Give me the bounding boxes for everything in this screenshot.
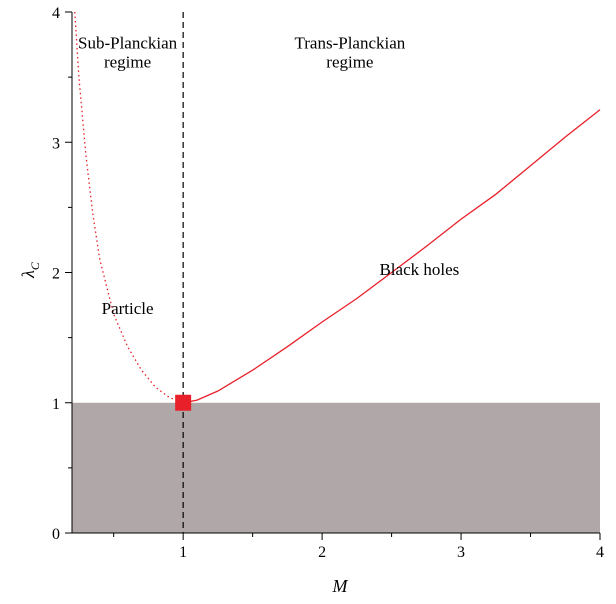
annotation-black-holes: Black holes: [379, 260, 459, 279]
svg-text:λC: λC: [18, 261, 42, 279]
x-tick-label: 1: [179, 544, 187, 561]
axes: 1 2 3 4 0 1 2 3 4: [52, 5, 604, 561]
annotation-particle: Particle: [102, 299, 154, 318]
y-tick-label: 0: [52, 526, 60, 543]
y-axis-label: λC: [18, 261, 42, 279]
series-line-1: [74, 11, 184, 404]
y-tick-label: 1: [52, 396, 60, 413]
x-tick-label: 3: [457, 544, 465, 561]
shaded-region: [72, 402, 600, 533]
marker-point: [175, 394, 192, 411]
y-axis-label-main: λ: [18, 270, 38, 279]
annotations: Sub-Planckian regime Trans-Planckian regime…: [78, 33, 459, 318]
x-tick-label: 4: [596, 544, 604, 561]
annotation-trans-planckian: Trans-Planckian regime: [294, 33, 405, 71]
y-tick-label: 4: [52, 5, 60, 22]
y-tick-label: 2: [52, 266, 60, 283]
x-tick-label: 2: [318, 544, 326, 561]
y-axis-label-sub: C: [28, 261, 42, 270]
x-axis-label: M: [332, 576, 349, 596]
plot-area: [72, 11, 601, 533]
series-line-2: [183, 109, 601, 404]
y-tick-label: 3: [52, 135, 60, 152]
annotation-sub-planckian: Sub-Planckian regime: [78, 33, 178, 71]
